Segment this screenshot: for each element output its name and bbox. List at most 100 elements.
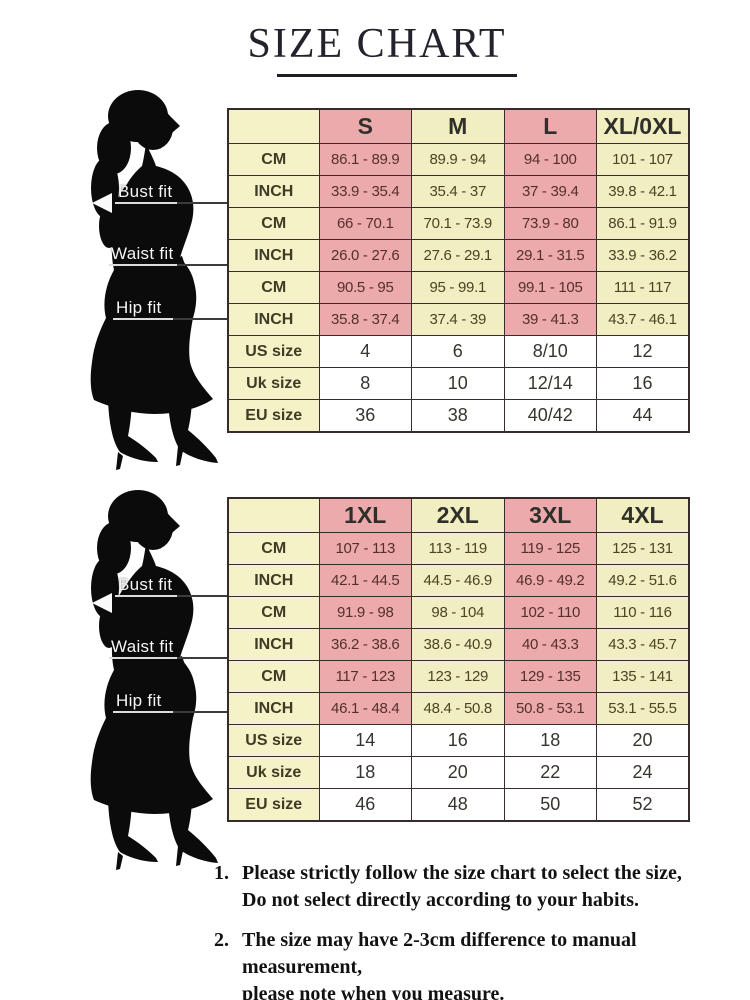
measure-cell: 35.8 - 37.4: [318, 303, 412, 336]
row-label-cell: INCH: [227, 303, 320, 336]
size-cell: 46: [318, 788, 412, 822]
bust-fit-label: Bust fit: [118, 575, 173, 594]
measure-cell: 90.5 - 95: [318, 271, 412, 304]
size-cell: 24: [596, 756, 690, 789]
measure-cell: 107 - 113: [318, 532, 412, 565]
measure-cell: 38.6 - 40.9: [411, 628, 505, 661]
size-col-header: L: [503, 108, 597, 144]
measure-cell: 89.9 - 94: [411, 143, 505, 176]
measure-cell: 95 - 99.1: [411, 271, 505, 304]
waist-fit-label: Waist fit: [111, 244, 174, 263]
measure-cell: 110 - 116: [596, 596, 690, 629]
measure-cell: 44.5 - 46.9: [411, 564, 505, 597]
size-cell: 12: [596, 335, 690, 368]
row-label-cell: US size: [227, 335, 320, 368]
row-label-cell: INCH: [227, 692, 320, 725]
measure-cell: 43.7 - 46.1: [596, 303, 690, 336]
size-cell: 52: [596, 788, 690, 822]
size-col-header: 1XL: [318, 497, 412, 533]
silhouette-left-leg: [108, 794, 158, 862]
size-chart-table: S M L XL/0XL CM 86.1 - 89.9 89.9 - 94 94 - 100 1…: [227, 108, 690, 433]
measure-cell: 26.0 - 27.6: [318, 239, 412, 272]
measure-cell: 37.4 - 39: [411, 303, 505, 336]
hip-fit-label: Hip fit: [116, 298, 162, 317]
silhouette-left-leg: [108, 394, 158, 462]
row-label-cell: EU size: [227, 399, 320, 433]
measure-cell: 129 - 135: [503, 660, 597, 693]
measure-cell: 53.1 - 55.5: [596, 692, 690, 725]
size-cell: 50: [503, 788, 597, 822]
size-cell: 20: [596, 724, 690, 757]
measure-cell: 111 - 117: [596, 271, 690, 304]
measure-cell: 99.1 - 105: [503, 271, 597, 304]
measure-cell: 125 - 131: [596, 532, 690, 565]
row-label-cell: CM: [227, 207, 320, 240]
row-label-cell: CM: [227, 271, 320, 304]
note-line: Do not select directly according to your…: [242, 889, 640, 911]
measure-cell: 94 - 100: [503, 143, 597, 176]
row-label-cell: INCH: [227, 628, 320, 661]
size-col-header: 4XL: [596, 497, 690, 533]
waist-fit-line: [109, 657, 177, 659]
measure-cell: 101 - 107: [596, 143, 690, 176]
bust-fit-label: Bust fit: [118, 182, 173, 201]
measure-cell: 86.1 - 89.9: [318, 143, 412, 176]
hip-fit-line: [113, 711, 173, 713]
title-underline: [277, 74, 517, 77]
female-silhouette-1: [90, 90, 218, 470]
size-cell: 38: [411, 399, 505, 433]
waist-fit-line: [177, 657, 227, 659]
size-cell: 8: [318, 367, 412, 400]
measure-cell: 29.1 - 31.5: [503, 239, 597, 272]
note-1: 1. Please strictly follow the size chart…: [214, 860, 742, 914]
bust-fit-line: [177, 595, 227, 597]
measure-cell: 33.9 - 35.4: [318, 175, 412, 208]
note-line: Please strictly follow the size chart to…: [242, 862, 682, 884]
corner-cell: [227, 108, 320, 144]
size-cell: 12/14: [503, 367, 597, 400]
silhouette-arm: [111, 172, 186, 274]
measure-cell: 73.9 - 80: [503, 207, 597, 240]
size-col-header: XL/0XL: [596, 108, 690, 144]
size-table-regular: S M L XL/0XL CM 86.1 - 89.9 89.9 - 94 94 - 100 1…: [227, 108, 690, 433]
measure-cell: 102 - 110: [503, 596, 597, 629]
row-label-cell: Uk size: [227, 756, 320, 789]
corner-cell: [227, 497, 320, 533]
measure-cell: 37 - 39.4: [503, 175, 597, 208]
measure-cell: 40 - 43.3: [503, 628, 597, 661]
row-label-cell: CM: [227, 532, 320, 565]
measure-cell: 113 - 119: [411, 532, 505, 565]
size-col-header: 2XL: [411, 497, 505, 533]
note-number: 1.: [214, 862, 229, 884]
bust-fit-line: [177, 202, 227, 204]
measure-cell: 43.3 - 45.7: [596, 628, 690, 661]
measure-cell: 49.2 - 51.6: [596, 564, 690, 597]
size-cell: 6: [411, 335, 505, 368]
row-label-cell: INCH: [227, 239, 320, 272]
row-label-cell: CM: [227, 660, 320, 693]
bust-fit-line: [115, 202, 177, 204]
size-cell: 18: [503, 724, 597, 757]
silhouette-right-leg: [168, 794, 218, 863]
waist-fit-label: Waist fit: [111, 637, 174, 656]
measure-cell: 123 - 129: [411, 660, 505, 693]
notes: 1. Please strictly follow the size chart…: [214, 860, 742, 1000]
note-line: The size may have 2-3cm difference to ma…: [242, 929, 637, 978]
row-label-cell: CM: [227, 143, 320, 176]
row-label-cell: CM: [227, 596, 320, 629]
bust-arrow-icon: [92, 193, 112, 213]
measure-cell: 42.1 - 44.5: [318, 564, 412, 597]
size-table-plus: 1XL 2XL 3XL 4XL CM 107 - 113 113 - 119 119 - 12…: [227, 497, 690, 822]
measure-cell: 50.8 - 53.1: [503, 692, 597, 725]
size-cell: 40/42: [503, 399, 597, 433]
size-cell: 36: [318, 399, 412, 433]
size-cell: 16: [596, 367, 690, 400]
row-label-cell: EU size: [227, 788, 320, 822]
size-cell: 10: [411, 367, 505, 400]
measure-cell: 27.6 - 29.1: [411, 239, 505, 272]
measure-cell: 98 - 104: [411, 596, 505, 629]
measure-cell: 91.9 - 98: [318, 596, 412, 629]
row-label-cell: US size: [227, 724, 320, 757]
measure-cell: 39.8 - 42.1: [596, 175, 690, 208]
